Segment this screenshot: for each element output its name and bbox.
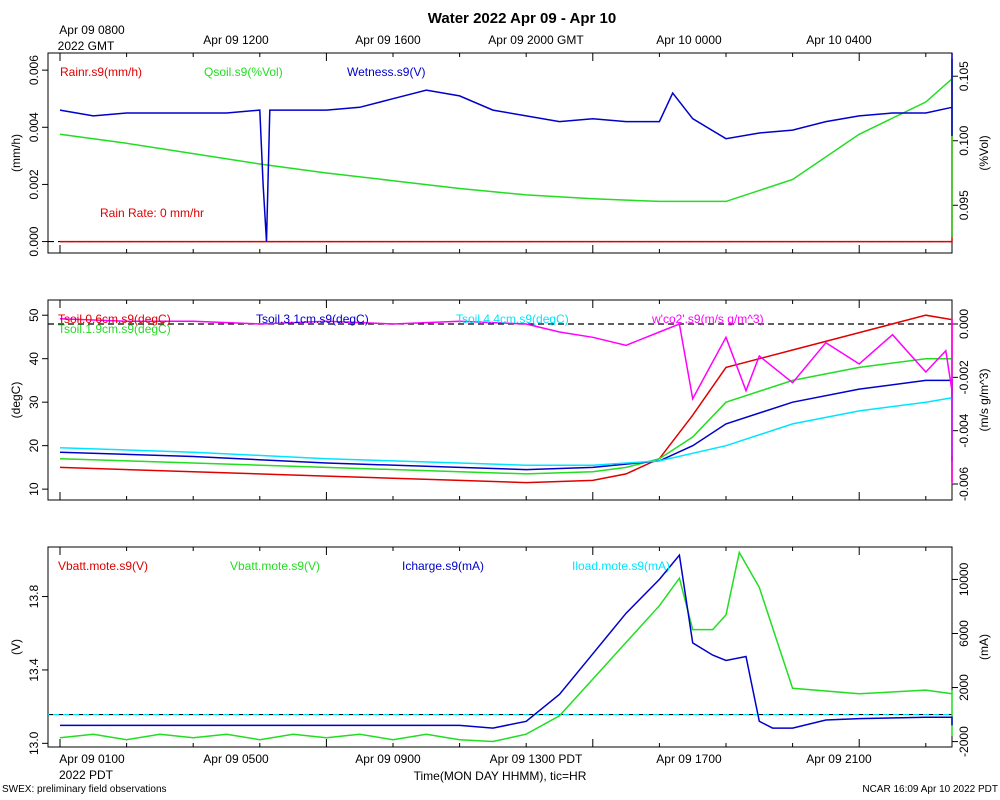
y-axis-label-left: (mm/h) — [9, 134, 23, 172]
bottom-tick-label: Apr 09 2100 — [806, 752, 872, 766]
panel-water: 0.000 0.002 0.004 0.006 0.095 0.100 0.105 (mm/h… — [9, 52, 991, 257]
top-tick-label: Apr 10 0400 — [806, 33, 872, 47]
series-line — [59, 379, 953, 471]
top-tick-sublabel: 2022 GMT — [58, 39, 115, 53]
top-tick-label: Apr 09 1600 — [355, 33, 421, 47]
bottom-time-axis: Apr 09 0100 Apr 09 0500 Apr 09 0900 Apr 09 … — [59, 752, 872, 782]
y-axis-label-right: (mA) — [977, 634, 991, 660]
legend-entry: Tsoil.1.9cm.s9(degC) — [58, 322, 171, 336]
y-tick-label-left: 50 — [27, 308, 41, 322]
y-tick-label-right: 0.095 — [957, 190, 971, 220]
legend-entry: Tsoil.3.1cm.s9(degC) — [256, 312, 369, 326]
series-line — [59, 314, 953, 484]
legend-entry: Icharge.s9(mA) — [402, 559, 484, 573]
x-axis-label: Time(MON DAY HHMM), tic=HR — [414, 769, 587, 783]
footer-right: NCAR 16:09 Apr 10 2022 PDT — [862, 784, 998, 795]
y-tick-label-right: -2000 — [957, 726, 971, 757]
y-tick-label-right: -0.004 — [957, 413, 971, 447]
y-axis-label-left: (V) — [9, 639, 23, 655]
panel-temperature: 10 20 30 40 50 -0.006 -0.004 -0.002 0.000 (degC) (… — [9, 299, 991, 501]
top-time-axis: Apr 09 0800 Apr 09 1200 Apr 09 1600 Apr 09 … — [58, 23, 872, 53]
series-line — [59, 550, 953, 743]
y-axis-label-right: (m/s g/m^3) — [977, 369, 991, 432]
y-axis-label-left: (degC) — [9, 382, 23, 419]
bottom-tick-sublabel: 2022 PDT — [59, 768, 114, 782]
bottom-tick-label: Apr 09 1300 PDT — [490, 752, 583, 766]
series-line — [60, 553, 953, 729]
bottom-tick-label: Apr 09 0500 — [203, 752, 269, 766]
y-tick-label-right: 2000 — [957, 674, 971, 701]
y-tick-label-right: -0.006 — [957, 467, 971, 501]
y-tick-label-left: 40 — [27, 352, 41, 366]
series-line — [59, 396, 953, 466]
legend-entry: Wetness.s9(V) — [347, 65, 425, 79]
plot-frame — [47, 299, 953, 501]
legend-entry: Tsoil.0.6cm.s9(degC) — [58, 312, 171, 326]
y-tick-label-right: 0.100 — [957, 125, 971, 155]
rain-rate-annotation: Rain Rate: 0 mm/hr — [100, 206, 204, 220]
top-tick-label: Apr 09 1200 — [203, 33, 269, 47]
series-line — [59, 53, 953, 242]
footer-left: SWEX: preliminary field observations — [2, 784, 167, 795]
legend-entry: Vbatt.mote.s9(V) — [230, 559, 320, 573]
y-tick-label-right: 0.000 — [957, 309, 971, 339]
bottom-tick-label: Apr 09 0900 — [355, 752, 421, 766]
chart-title: Water 2022 Apr 09 - Apr 10 — [428, 10, 616, 27]
bottom-tick-label: Apr 09 0100 — [59, 752, 125, 766]
top-tick-label: Apr 10 0000 — [656, 33, 722, 47]
y-tick-label-left: 13.8 — [27, 585, 41, 609]
y-tick-label-left: 20 — [27, 439, 41, 453]
y-tick-label-left: 0.002 — [27, 169, 41, 199]
y-tick-label-left: 0.000 — [27, 226, 41, 256]
legend-entry: w'co2'.s9(m/s g/m^3) — [651, 312, 764, 326]
plot-frame — [47, 52, 953, 254]
y-tick-label-left: 13.0 — [27, 731, 41, 755]
y-tick-label-left: 13.4 — [27, 658, 41, 682]
y-tick-label-right: 0.105 — [957, 61, 971, 91]
plot-frame — [47, 546, 953, 748]
top-tick-label: Apr 09 2000 GMT — [488, 33, 584, 47]
y-tick-label-right: -0.002 — [957, 360, 971, 394]
series-line — [59, 60, 953, 238]
legend-entry: Iload.mote.s9(mA) — [572, 559, 670, 573]
y-axis-label-right: (%Vol) — [977, 135, 991, 170]
legend-entry: Tsoil.4.4cm.s9(degC) — [456, 312, 569, 326]
y-tick-label-left: 0.004 — [27, 112, 41, 142]
legend-entry: Qsoil.s9(%Vol) — [204, 65, 283, 79]
y-tick-label-left: 10 — [27, 482, 41, 496]
legend-entry: Rainr.s9(mm/h) — [60, 65, 142, 79]
y-tick-label-left: 0.006 — [27, 55, 41, 85]
y-tick-label-right: 6000 — [957, 620, 971, 647]
series-line — [59, 317, 953, 484]
chart-panels: 0.000 0.002 0.004 0.006 0.095 0.100 0.105 (mm/h… — [9, 52, 991, 757]
panel-power: 13.0 13.4 13.8 -2000 2000 6000 10000 (V) (mA) Vba… — [9, 546, 991, 757]
legend-entry: Vbatt.mote.s9(V) — [58, 559, 148, 573]
top-tick-label: Apr 09 0800 — [59, 23, 125, 37]
y-tick-label-right: 10000 — [957, 562, 971, 596]
y-tick-label-left: 30 — [27, 395, 41, 409]
bottom-tick-label: Apr 09 1700 — [656, 752, 722, 766]
